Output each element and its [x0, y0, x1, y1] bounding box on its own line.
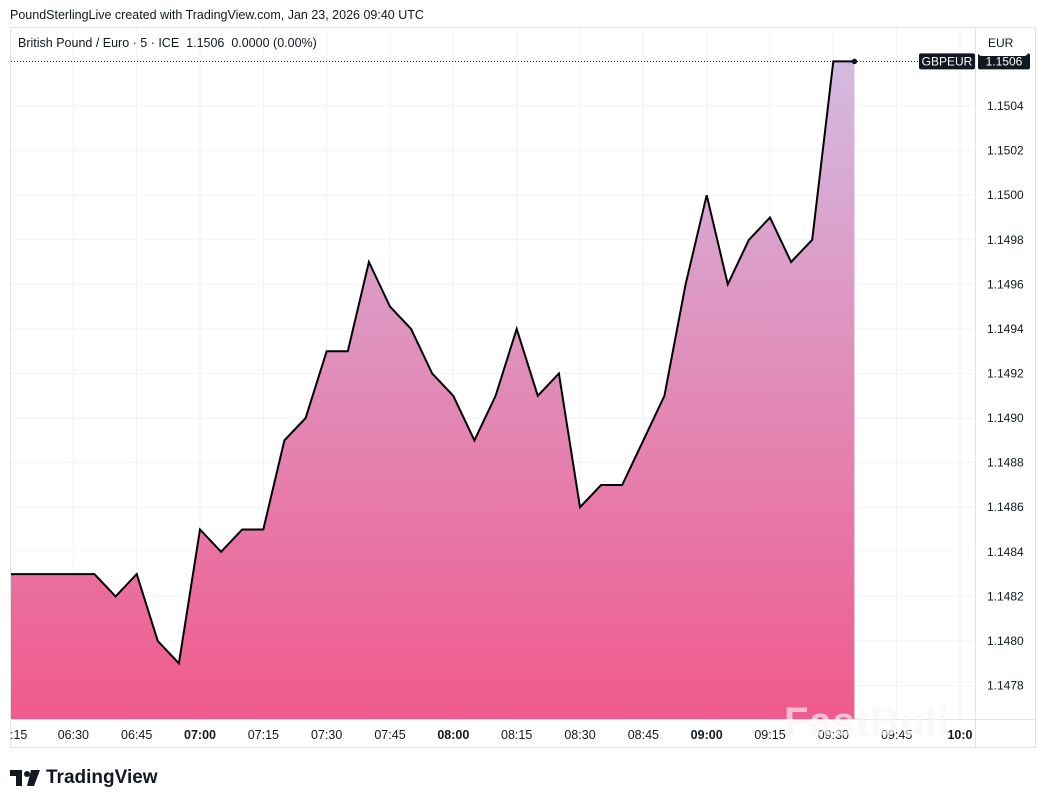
y-tick-label: 1.1488 [987, 456, 1024, 470]
x-tick-label: 07:00 [184, 728, 216, 742]
y-tick-label: 1.1482 [987, 589, 1024, 603]
time-axis[interactable]: :15 06:30 06:45 07:00 07:15 07:30 07:45 08:00 08… [10, 719, 1035, 743]
x-tick-label: :15 [10, 728, 27, 742]
x-tick-label: 09:00 [691, 728, 723, 742]
y-tick-label: 1.1502 [987, 144, 1024, 158]
series-line [11, 60, 855, 666]
y-tick-label: 1.1478 [987, 679, 1024, 693]
currency-selector-button[interactable]: EUR [978, 30, 1028, 56]
y-tick-label: 1.1500 [987, 188, 1024, 202]
chart-frame [10, 27, 1036, 748]
price-tag-label: 1.1506 [986, 54, 1023, 68]
x-tick-label: 07:30 [311, 728, 342, 742]
y-tick-label: 1.1480 [987, 634, 1024, 648]
x-tick-label: 08:45 [628, 728, 659, 742]
y-tick-label: 1.1490 [987, 411, 1024, 425]
price-axis[interactable]: 1.1478 1.1480 1.1482 1.1484 1.1486 1.1488 1.14… [975, 28, 1025, 747]
last-price-dot [851, 58, 858, 65]
y-tick-label: 1.1484 [987, 545, 1024, 559]
last-price-marker: GBPEUR 1.1506 [11, 53, 1030, 70]
y-tick-label: 1.1492 [987, 367, 1024, 381]
x-tick-label: 08:30 [564, 728, 595, 742]
legend-last-price: 1.1506 [186, 36, 225, 50]
x-tick-label: 07:45 [374, 728, 405, 742]
x-tick-label: 09:15 [754, 728, 785, 742]
y-tick-label: 1.1498 [987, 233, 1024, 247]
symbol-tag [919, 53, 975, 70]
series-area-fill [11, 61, 855, 719]
y-tick-label: 1.1494 [987, 322, 1024, 336]
tradingview-logo[interactable]: TradingView [10, 766, 158, 790]
tradingview-logo-icon [10, 770, 40, 786]
y-tick-label: 1.1496 [987, 277, 1024, 291]
x-tick-label: 08:15 [501, 728, 532, 742]
legend-change: 0.0000 (0.00%) [231, 36, 317, 50]
x-tick-label: 09:45 [881, 728, 912, 742]
symbol-legend: British Pound / Euro · 5 · ICE 1.1506 0.… [18, 36, 317, 50]
chart-caption: PoundSterlingLive created with TradingVi… [10, 8, 424, 22]
series-area-group [11, 60, 855, 719]
price-tag [978, 53, 1030, 70]
x-tick-label: 06:30 [58, 728, 89, 742]
symbol-tag-label: GBPEUR [922, 54, 973, 68]
legend-symbol: British Pound / Euro · 5 · ICE [18, 36, 180, 50]
x-tick-label: 07:15 [248, 728, 279, 742]
x-tick-label: 08:00 [437, 728, 469, 742]
x-tick-label: 09:30 [818, 728, 849, 742]
x-tick-label: 10:0 [947, 728, 972, 742]
y-tick-label: 1.1486 [987, 500, 1024, 514]
x-tick-label: 06:45 [121, 728, 152, 742]
y-tick-label: 1.1504 [987, 99, 1024, 113]
tradingview-logo-text: TradingView [46, 767, 158, 788]
